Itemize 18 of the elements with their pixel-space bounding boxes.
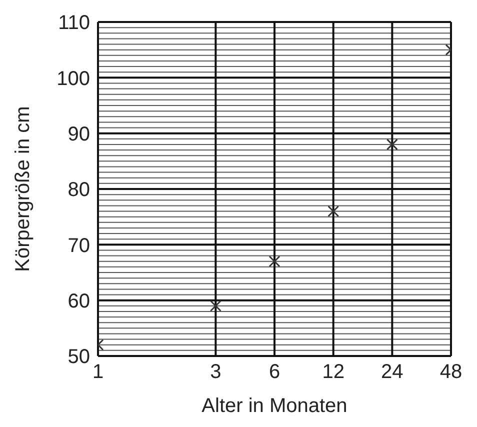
y-axis-title: Körpergröße in cm [12,106,34,272]
x-tick-label: 6 [268,361,280,384]
x-tick-label: 12 [322,361,344,384]
y-tick-label: 50 [68,346,90,368]
y-tick-label: 90 [68,123,90,146]
x-axis-title: Alter in Monaten [202,395,348,417]
point [328,206,340,218]
y-tick-label: 60 [68,290,90,312]
y-tick-label: 100 [56,68,90,90]
x-tick-label: 48 [440,361,462,384]
y-tick-label: 80 [68,179,90,202]
point [210,300,222,312]
point [268,256,280,268]
x-tick-label: 1 [92,361,104,384]
y-tick-label: 110 [58,12,90,34]
x-tick-label: 3 [210,361,222,384]
y-tick-label: 70 [68,234,90,257]
x-tick-label: 24 [381,361,404,384]
